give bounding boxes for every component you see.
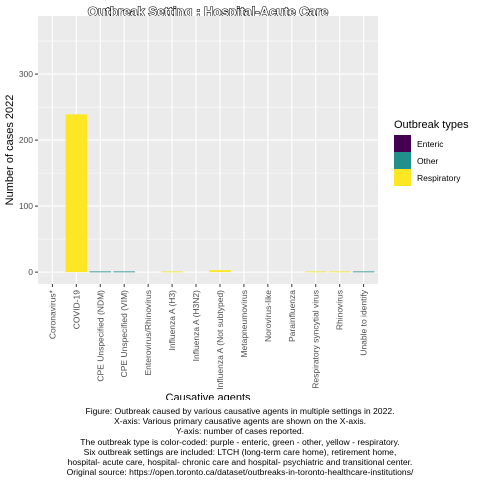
grid-major xyxy=(38,16,378,284)
caption-line: Six outbreak settings are included: LTCH… xyxy=(83,446,397,457)
bar xyxy=(89,271,112,273)
x-tick-label: Coronavirus* xyxy=(47,289,57,339)
x-tick-label: Influenza A (Not subtyped) xyxy=(215,290,225,390)
x-tick-label: Rhinovirus xyxy=(335,290,345,330)
bars xyxy=(65,114,375,273)
x-axis-title: Causative agents xyxy=(166,392,251,400)
bar xyxy=(65,114,88,273)
legend-label: Respiratory xyxy=(417,173,461,183)
caption-line: The outbreak type is color-coded: purple… xyxy=(80,436,400,447)
x-tick-label: Respiratory syncytial virus xyxy=(311,290,321,389)
legend-swatch xyxy=(394,152,411,169)
caption-line: Original source: https://open.toronto.ca… xyxy=(66,467,414,478)
bar xyxy=(161,271,183,273)
legend-label: Enteric xyxy=(417,139,444,149)
caption-line: Figure: Outbreak caused by various causa… xyxy=(85,406,395,416)
bar xyxy=(352,271,375,273)
bar xyxy=(328,271,351,273)
y-tick-label: 200 xyxy=(19,135,33,145)
y-tick-label: 0 xyxy=(28,267,33,277)
caption-line: Y-axis: number of cases reported. xyxy=(175,426,305,437)
chart-title: Outbreak Setting : Hospital-Acute Care xyxy=(88,4,329,19)
caption-line: X-axis: Various primary causative agents… xyxy=(113,416,367,427)
caption-line: hospital- acute care, hospital- chronic … xyxy=(67,457,413,468)
legend-swatch xyxy=(394,169,411,186)
x-tick-label: Parainfluenza xyxy=(287,290,297,342)
x-tick-label: COVID-19 xyxy=(71,290,81,329)
y-tick-label: 300 xyxy=(19,69,33,79)
legend-items: Enteric Other Respiratory xyxy=(394,135,461,186)
legend-title: Outbreak types xyxy=(394,119,469,131)
x-tick-label: Unable to identify xyxy=(359,289,369,355)
bar-chart: Outbreak Setting : Hospital-Acute Care 0… xyxy=(4,3,469,400)
figure-caption: Figure: Outbreak caused by various causa… xyxy=(0,406,480,477)
x-axis: Coronavirus* COVID-19 CPE Unspecified (NDM… xyxy=(47,284,369,390)
bar xyxy=(209,270,231,273)
bar xyxy=(304,271,327,273)
grid-minor xyxy=(38,40,378,240)
legend: Outbreak types Enteric Other Respiratory xyxy=(394,119,469,186)
y-tick-label: 100 xyxy=(19,201,33,211)
x-tick-label: CPE Unspecified (NDM) xyxy=(95,290,105,382)
x-tick-label: Metapneumovirus xyxy=(239,290,249,358)
x-tick-label: Influenza A (H3N2) xyxy=(191,290,201,362)
bar xyxy=(113,271,135,273)
x-tick-label: Influenza A (H3) xyxy=(167,290,177,351)
x-tick-label: CPE Unspecified (VIM) xyxy=(119,290,129,378)
plot-panel xyxy=(38,16,378,284)
x-tick-label: Enterovirus/Rhinovirus xyxy=(143,290,153,376)
y-axis: 0 100 200 300 xyxy=(19,69,38,277)
x-tick-label: Norovirus-like xyxy=(263,290,273,342)
legend-swatch xyxy=(394,135,411,152)
y-axis-title: Number of cases 2022 xyxy=(4,95,16,206)
legend-label: Other xyxy=(417,156,438,166)
